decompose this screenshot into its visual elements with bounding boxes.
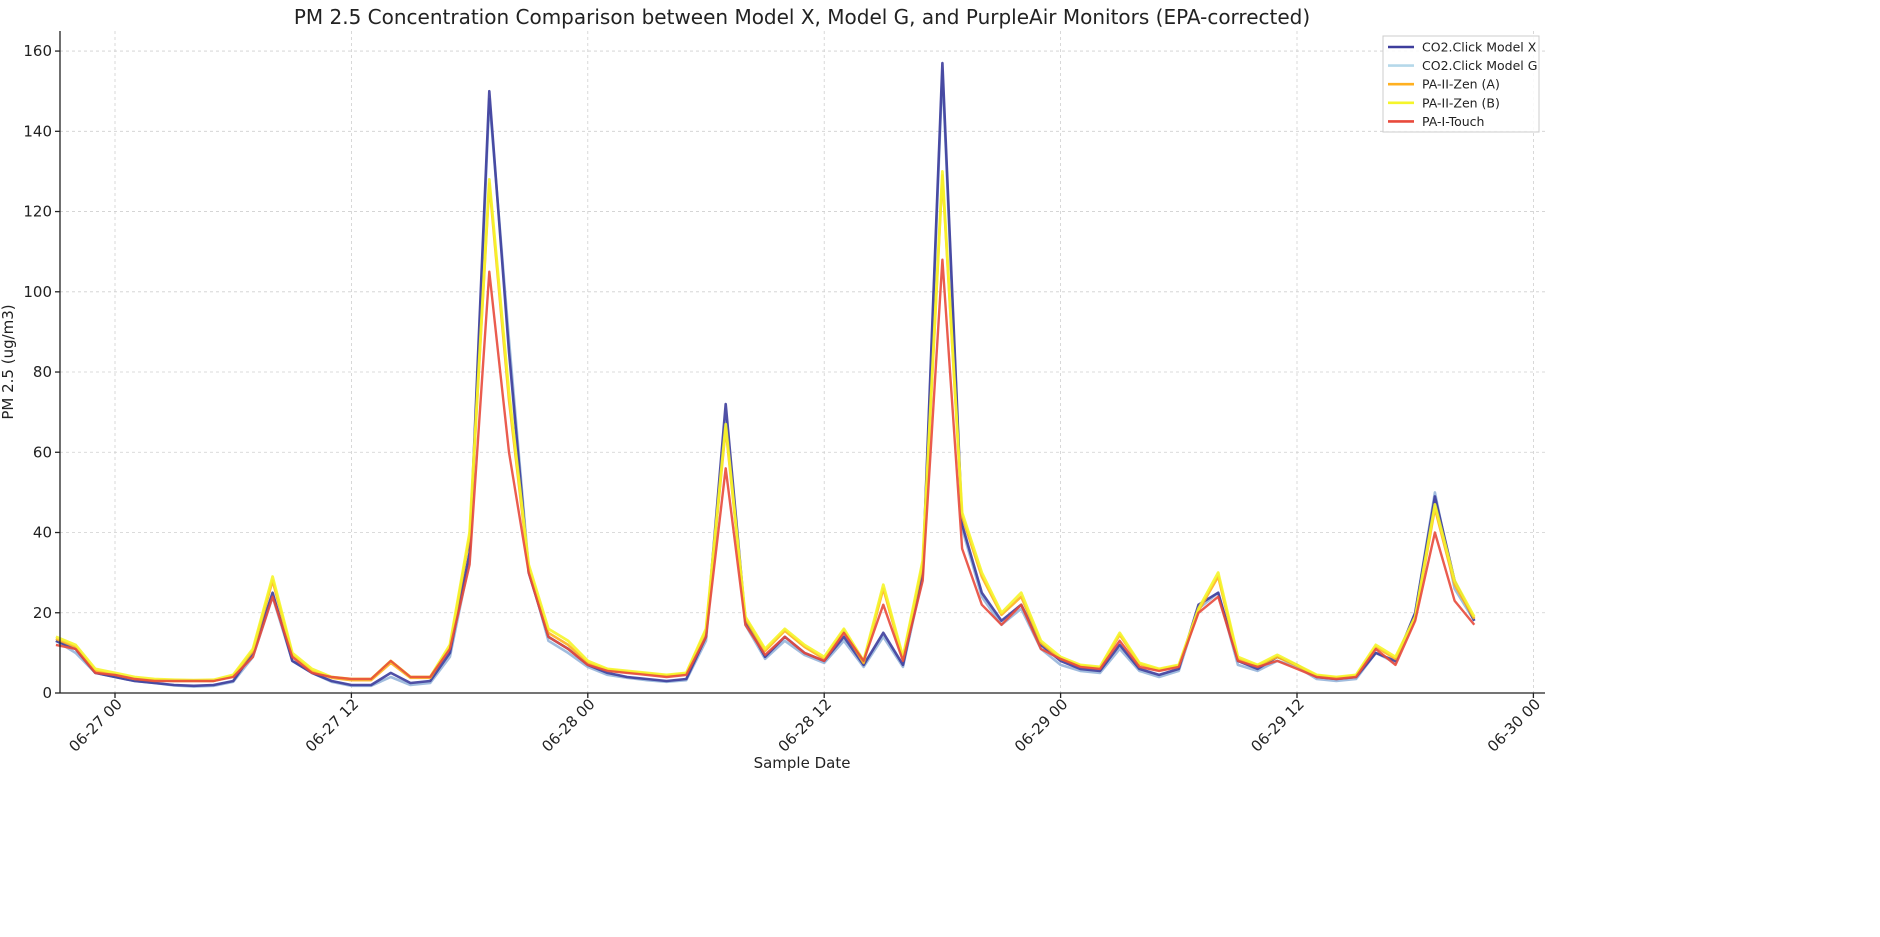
y-tick-label: 40 — [33, 524, 52, 542]
y-tick-label: 20 — [33, 604, 52, 622]
x-axis-label: Sample Date — [754, 754, 851, 772]
y-tick-label: 120 — [23, 203, 52, 221]
x-tick-label: 06-28 00 — [538, 695, 598, 755]
y-tick-label: 140 — [23, 122, 52, 140]
x-tick-label: 06-28 12 — [775, 695, 835, 755]
legend-label: PA-I-Touch — [1422, 114, 1484, 129]
legend: CO2.Click Model X CO2.Click Model G PA-II-… — [1382, 35, 1540, 133]
legend-label: CO2.Click Model G — [1422, 58, 1537, 73]
x-tick-label: 06-30 00 — [1484, 695, 1544, 755]
y-tick-label: 60 — [33, 443, 52, 461]
chart-title: PM 2.5 Concentration Comparison between … — [294, 5, 1310, 29]
y-tick-label: 80 — [33, 363, 52, 381]
x-tick-label: 06-29 00 — [1011, 695, 1071, 755]
x-tick-label: 06-27 00 — [65, 695, 125, 755]
grid-lines — [60, 31, 1545, 694]
x-tick-label: 06-29 12 — [1247, 695, 1307, 755]
legend-label: PA-II-Zen (B) — [1422, 95, 1500, 110]
series-lines — [55, 61, 1476, 688]
y-axis-label: PM 2.5 (ug/m3) — [0, 304, 17, 419]
y-tick-label: 160 — [23, 42, 52, 60]
x-tick-label: 06-27 12 — [302, 695, 362, 755]
y-tick-label: 100 — [23, 283, 52, 301]
legend-label: CO2.Click Model X — [1422, 40, 1537, 55]
legend-label: PA-II-Zen (A) — [1422, 77, 1500, 92]
axes: 0 20 40 60 80 100 120 140 160 06-27 00 06-27 12 06-… — [23, 31, 1545, 756]
series-line-pa-i-touch — [55, 258, 1476, 683]
y-tick-label: 0 — [42, 684, 52, 702]
